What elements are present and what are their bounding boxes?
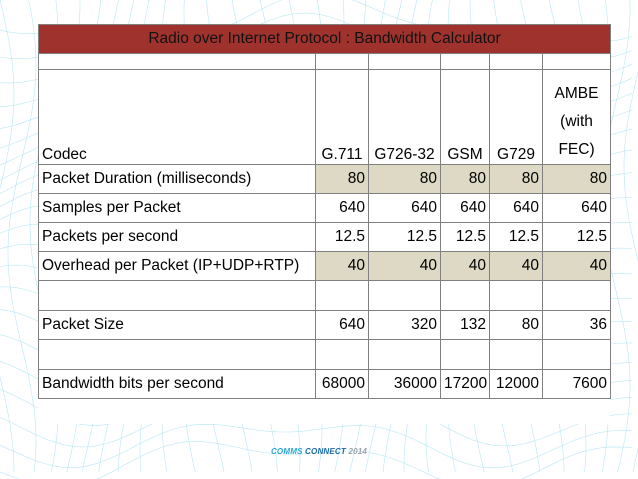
row-label: Packet Size	[38, 310, 316, 340]
cell-value: 40	[440, 251, 490, 281]
cell-value: 17200	[440, 369, 490, 399]
ambe-line-3: FEC)	[558, 141, 595, 158]
cell-value: 80	[315, 164, 369, 194]
cell-value: 80	[489, 164, 543, 194]
ambe-line-2: (with	[560, 113, 593, 130]
row-label: Bandwidth bits per second	[38, 369, 316, 399]
codec-header: Codec	[38, 69, 316, 165]
footer-year: 2014	[348, 447, 368, 456]
cell-value: 640	[440, 193, 490, 223]
bandwidth-calculator-table: Radio over Internet Protocol : Bandwidth…	[37, 24, 612, 399]
footer-brand: COMMS CONNECT 2014	[0, 447, 638, 456]
codec-g729-header: G729	[489, 69, 543, 165]
row-label: Samples per Packet	[38, 193, 316, 223]
ambe-line-1: AMBE	[554, 85, 599, 102]
blank-row	[38, 339, 612, 370]
cell-value: 12.5	[368, 222, 441, 252]
cell-value: 80	[489, 310, 543, 340]
cell-value: 12.5	[489, 222, 543, 252]
footer-connect: CONNECT	[305, 447, 347, 456]
table-row: Samples per Packet 640 640 640 640 640	[38, 193, 612, 223]
table-row: Packets per second 12.5 12.5 12.5 12.5 1…	[38, 222, 612, 252]
table-row: Packet Duration (milliseconds) 80 80 80 …	[38, 164, 612, 194]
cell-value: 80	[541, 164, 612, 194]
codec-g711-header: G.711	[315, 69, 369, 165]
cell-value: 80	[368, 164, 441, 194]
row-label: Packet Duration (milliseconds)	[38, 164, 316, 194]
header-row: Codec G.711 G726-32 GSM G729 AMBE (with …	[38, 69, 612, 165]
cell-value: 36	[541, 310, 612, 340]
cell-value: 640	[489, 193, 543, 223]
cell-value: 36000	[368, 369, 441, 399]
blank-row	[38, 280, 612, 311]
cell-value: 12.5	[315, 222, 369, 252]
spreadsheet-area: Radio over Internet Protocol : Bandwidth…	[37, 24, 612, 424]
cell-value: 320	[368, 310, 441, 340]
table-row: Bandwidth bits per second 68000 36000 17…	[38, 369, 612, 399]
codec-g726-header: G726-32	[368, 69, 441, 165]
table-row: Overhead per Packet (IP+UDP+RTP) 40 40 4…	[38, 251, 612, 281]
table-row: Packet Size 640 320 132 80 36	[38, 310, 612, 340]
cell-value: 132	[440, 310, 490, 340]
spacer-row	[38, 53, 612, 70]
cell-value: 80	[440, 164, 490, 194]
row-label: Overhead per Packet (IP+UDP+RTP)	[38, 251, 316, 281]
codec-ambe-header: AMBE (with FEC)	[541, 69, 612, 165]
table-title: Radio over Internet Protocol : Bandwidth…	[37, 24, 612, 54]
cell-value: 12000	[489, 369, 543, 399]
cell-value: 12.5	[541, 222, 612, 252]
cell-value: 40	[489, 251, 543, 281]
cell-value: 640	[315, 310, 369, 340]
cell-value: 640	[315, 193, 369, 223]
cell-value: 640	[368, 193, 441, 223]
cell-value: 640	[541, 193, 612, 223]
cell-value: 7600	[541, 369, 612, 399]
row-label: Packets per second	[38, 222, 316, 252]
cell-value: 68000	[315, 369, 369, 399]
cell-value: 40	[368, 251, 441, 281]
cell-value: 40	[315, 251, 369, 281]
codec-gsm-header: GSM	[440, 69, 490, 165]
cell-value: 40	[541, 251, 612, 281]
footer-comms: COMMS	[270, 447, 303, 456]
cell-value: 12.5	[440, 222, 490, 252]
